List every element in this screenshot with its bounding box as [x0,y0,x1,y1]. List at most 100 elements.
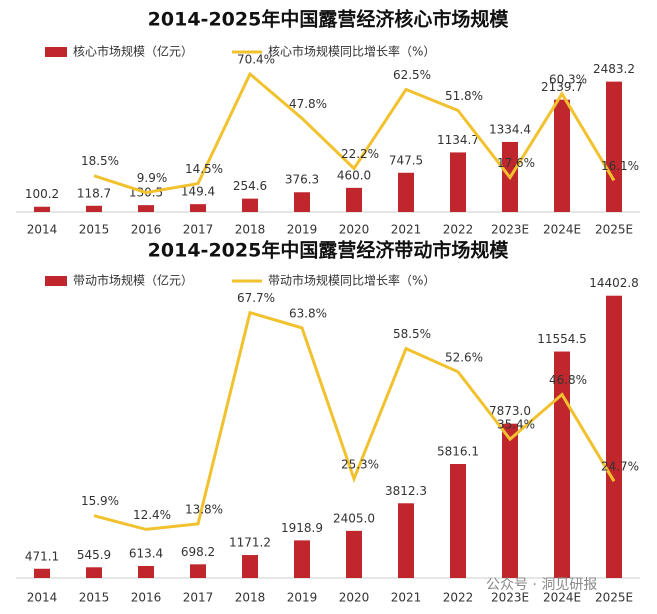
bar-value-label: 2405.0 [333,511,375,525]
x-tick-label: 2016 [131,223,162,237]
legend-label: 带动市场规模（亿元） [73,273,193,288]
line-value-label: 60.3% [549,72,587,86]
x-tick-label: 2025E [595,223,633,237]
line-value-label: 13.8% [185,502,223,516]
bar-value-label: 254.6 [233,179,267,193]
x-tick-label: 2021 [391,223,422,237]
line-value-label: 25.3% [341,457,379,471]
x-tick-label: 2021 [391,591,422,605]
bar [242,555,258,578]
bar [346,530,362,578]
bar [294,192,310,212]
bar-value-label: 7873.0 [489,404,531,418]
line-value-label: 51.8% [445,89,483,103]
bar [242,198,258,212]
legend-swatch [45,47,67,57]
growth-line [93,71,616,195]
bar [450,152,466,212]
legend-label: 带动市场规模同比增长率（%） [268,273,435,288]
bar [138,205,154,212]
bar-value-label: 747.5 [389,153,423,167]
line-value-label: 9.9% [137,171,168,185]
bar [398,503,414,578]
line-value-label: 62.5% [393,68,431,82]
line-value-label: 63.8% [289,306,327,320]
x-tick-label: 2017 [183,591,214,605]
x-tick-label: 2019 [287,591,318,605]
x-tick-label: 2014 [27,591,58,605]
bar [34,206,50,212]
bar-value-label: 613.4 [129,546,163,560]
x-tick-label: 2024E [543,591,581,605]
bar [502,423,518,578]
line-value-label: 14.5% [185,162,223,176]
line-value-label: 58.5% [393,327,431,341]
bar [606,81,622,212]
legend-label: 核心市场规模（亿元） [73,44,193,59]
legend-label: 核心市场规模同比增长率（%） [268,44,435,59]
line-value-label: 15.9% [81,494,119,508]
bar [554,351,570,578]
bar-value-label: 14402.8 [589,276,639,290]
line-value-label: 67.7% [237,291,275,305]
bar-value-label: 3812.3 [385,484,427,498]
growth-line [93,310,616,531]
bar [346,187,362,212]
line-value-label: 22.2% [341,147,379,161]
x-tick-label: 2023E [491,591,529,605]
x-tick-label: 2019 [287,223,318,237]
x-tick-label: 2024E [543,223,581,237]
bar-value-label: 5816.1 [437,445,479,459]
x-tick-label: 2022 [443,223,474,237]
x-tick-label: 2016 [131,591,162,605]
bar-value-label: 545.9 [77,548,111,562]
bar-value-label: 460.0 [337,168,371,182]
line-value-label: 70.4% [237,53,275,67]
x-tick-label: 2023E [491,223,529,237]
line-value-label: 12.4% [133,508,171,522]
x-tick-label: 2020 [339,591,370,605]
x-tick-label: 2025E [595,591,633,605]
bar-value-label: 698.2 [181,545,215,559]
bar-value-label: 1171.2 [229,536,271,550]
bar-value-label: 11554.5 [537,332,587,346]
line-value-label: 47.8% [289,97,327,111]
bar-value-label: 2483.2 [593,62,635,76]
bar [450,464,466,578]
bar [294,540,310,578]
bar-value-label: 118.7 [77,186,111,200]
line-value-label: 35.4% [497,418,535,432]
bar-value-label: 471.1 [25,549,59,563]
bar [138,565,154,578]
chart-title: 2014-2025年中国露营经济核心市场规模 [148,8,510,31]
x-tick-label: 2015 [79,223,110,237]
bar [86,567,102,578]
bar [606,295,622,578]
legend-swatch [45,276,67,286]
bar [190,564,206,578]
bar-value-label: 149.4 [181,185,215,199]
x-tick-label: 2015 [79,591,110,605]
bar-value-label: 2139.7 [541,80,583,94]
line-value-label: 52.6% [445,350,483,364]
bar-value-label: 1334.4 [489,122,531,136]
bar [554,99,570,212]
line-value-label: 24.7% [601,460,639,474]
watermark: 公众号 · 洞见研报 [486,577,597,593]
x-tick-label: 2018 [235,223,266,237]
bar-value-label: 1918.9 [281,521,323,535]
bar [190,204,206,212]
bar-value-label: 100.2 [25,187,59,201]
bar-value-label: 1134.7 [437,133,479,147]
bar [398,172,414,212]
bar [86,205,102,212]
line-value-label: 46.8% [549,373,587,387]
bar [34,568,50,578]
line-value-label: 16.1% [601,159,639,173]
x-tick-label: 2014 [27,223,58,237]
x-tick-label: 2020 [339,223,370,237]
line-value-label: 17.6% [497,156,535,170]
x-tick-label: 2018 [235,591,266,605]
x-tick-label: 2017 [183,223,214,237]
